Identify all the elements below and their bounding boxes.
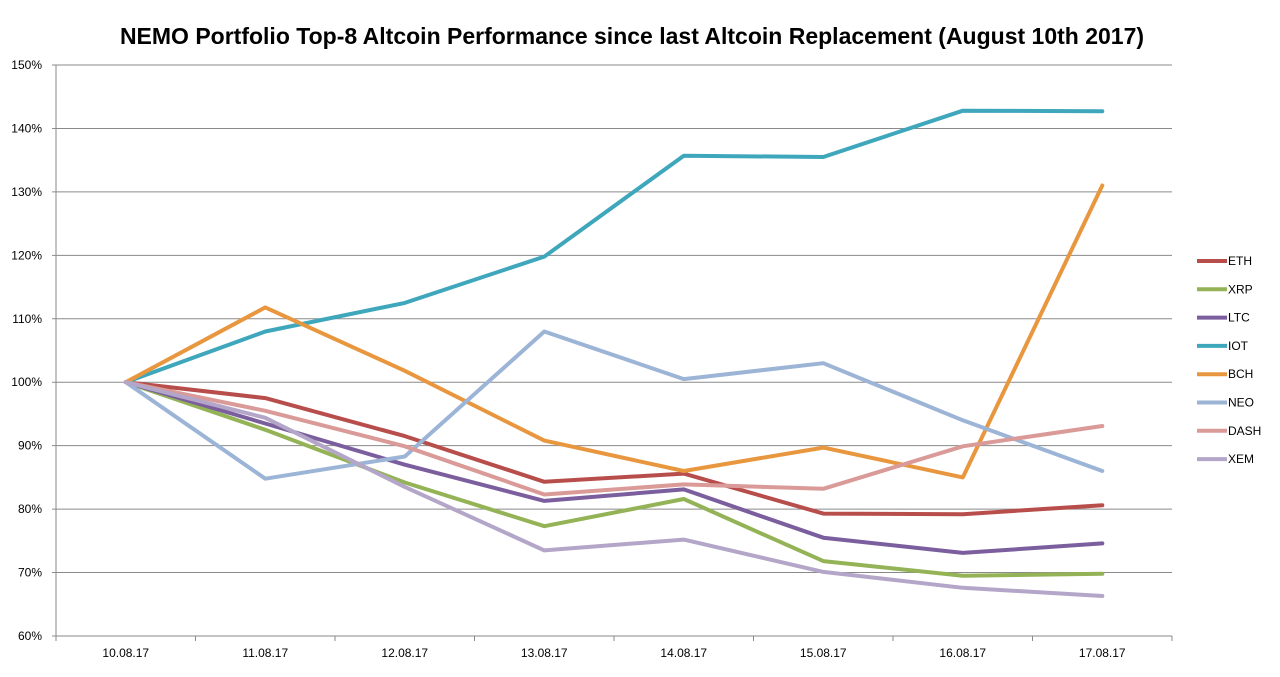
series-line-neo [123, 329, 1105, 481]
legend: ETH XRP LTC IOT BCH NEO DASH XEM [1197, 254, 1261, 466]
legend-label: BCH [1228, 367, 1253, 381]
x-tick-label: 13.08.17 [521, 646, 568, 660]
series-line-dash [123, 380, 1105, 497]
y-tick-label: 100% [11, 375, 42, 389]
legend-label: NEO [1228, 396, 1254, 410]
series-line-ltc [123, 380, 1105, 555]
series-lines [123, 108, 1105, 598]
y-tick-label: 120% [11, 248, 42, 262]
x-tick-label: 12.08.17 [381, 646, 428, 660]
legend-label: DASH [1228, 424, 1261, 438]
y-tick-label: 60% [18, 629, 42, 643]
legend-label: XRP [1228, 282, 1253, 296]
y-tick-label: 110% [12, 312, 42, 326]
series-line-xem [123, 380, 1105, 598]
y-tick-label: 80% [18, 502, 42, 516]
y-tick-label: 70% [18, 566, 42, 580]
x-tick-label: 10.08.17 [102, 646, 149, 660]
x-tick-label: 16.08.17 [939, 646, 986, 660]
chart-title: NEMO Portfolio Top-8 Altcoin Performance… [120, 23, 1144, 49]
series-line-iot [123, 108, 1105, 385]
series-line-eth [123, 380, 1105, 517]
legend-label: XEM [1228, 452, 1254, 466]
legend-label: LTC [1228, 311, 1250, 325]
legend-label: IOT [1228, 339, 1249, 353]
axes [55, 65, 1173, 641]
y-tick-label: 150% [11, 58, 42, 72]
series-line-xrp [123, 380, 1105, 578]
x-tick-label: 11.08.17 [242, 646, 288, 660]
x-axis-tick-labels: 10.08.17 11.08.17 12.08.17 13.08.17 14.08.17… [102, 646, 1126, 660]
gridlines [52, 64, 1172, 637]
x-tick-label: 14.08.17 [660, 646, 707, 660]
y-tick-label: 140% [11, 121, 42, 135]
y-axis-tick-labels: 60% 70% 80% 90% 100% 110% 120% 130% 140% 150% [11, 58, 42, 643]
legend-label: ETH [1228, 254, 1252, 268]
series-line-bch [123, 183, 1105, 480]
x-tick-label: 15.08.17 [800, 646, 847, 660]
x-tick-label: 17.08.17 [1079, 646, 1126, 660]
y-tick-label: 90% [18, 439, 42, 453]
y-tick-label: 130% [11, 185, 42, 199]
